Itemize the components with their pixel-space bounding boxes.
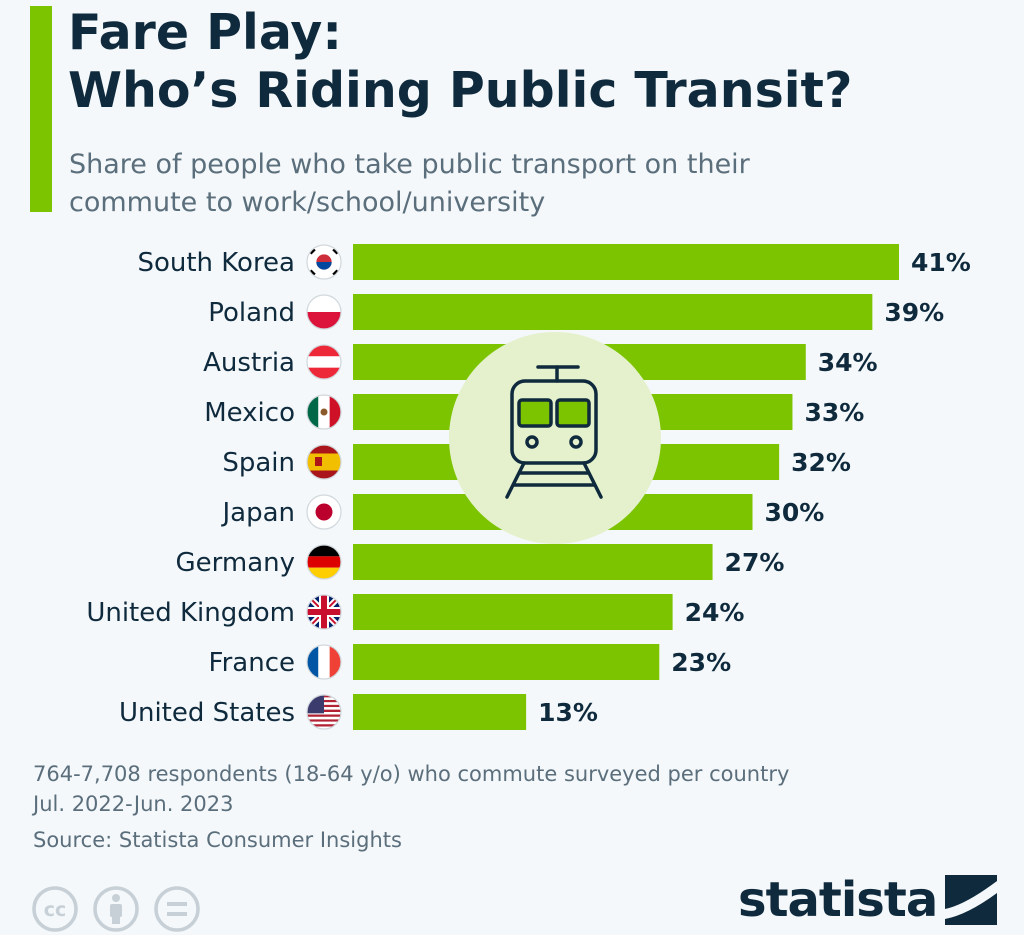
value-label: 27% xyxy=(725,548,785,577)
bar-chart: South Korea 41% Poland 39% Austria 34% Mexico 3… xyxy=(86,244,971,730)
value-label: 41% xyxy=(911,248,971,277)
flag-france-icon xyxy=(307,645,341,679)
bar xyxy=(353,294,873,330)
chart-title-line1: Fare Play: xyxy=(68,4,342,61)
source-link[interactable]: Source: Statista Consumer Insights xyxy=(33,828,402,852)
attribution-icon[interactable] xyxy=(93,886,139,932)
value-label: 23% xyxy=(671,648,731,677)
category-label: France xyxy=(209,648,295,678)
flag-united-kingdom-icon xyxy=(307,595,341,629)
flag-spain-icon xyxy=(307,445,341,479)
train-icon xyxy=(449,332,661,544)
license-icons: cc xyxy=(32,886,200,932)
chart-subtitle-line1: Share of people who take public transpor… xyxy=(69,149,750,180)
flag-united-states-icon xyxy=(307,695,341,729)
bar xyxy=(353,544,713,580)
flag-japan-icon xyxy=(307,495,341,529)
footnote-period: Jul. 2022-Jun. 2023 xyxy=(33,792,234,816)
category-label: Japan xyxy=(220,498,295,528)
chart-title-line2: Who’s Riding Public Transit? xyxy=(68,62,853,119)
flag-mexico-icon xyxy=(307,395,341,429)
statista-logo[interactable]: statista xyxy=(738,872,998,928)
chart-subtitle: Share of people who take public transpor… xyxy=(69,146,969,222)
bar xyxy=(353,244,899,280)
bar xyxy=(353,644,660,680)
category-label: United States xyxy=(119,698,295,728)
value-label: 34% xyxy=(818,348,878,377)
title-accent-bar xyxy=(30,6,52,212)
category-label: South Korea xyxy=(137,248,295,278)
flag-south-korea-icon xyxy=(307,245,341,279)
flag-austria-icon xyxy=(307,345,341,379)
no-derivatives-icon[interactable] xyxy=(154,886,200,932)
chart-subtitle-line2: commute to work/school/university xyxy=(69,187,546,218)
flag-germany-icon xyxy=(307,545,341,579)
svg-text:cc: cc xyxy=(44,899,67,921)
value-label: 13% xyxy=(538,698,598,727)
category-label: Poland xyxy=(208,298,295,328)
cc-icon[interactable]: cc xyxy=(32,886,78,932)
category-label: Spain xyxy=(222,448,295,478)
footnote-respondents: 764-7,708 respondents (18-64 y/o) who co… xyxy=(33,762,790,786)
category-label: Germany xyxy=(175,548,295,578)
category-label: United Kingdom xyxy=(86,598,295,628)
value-label: 32% xyxy=(791,448,851,477)
value-label: 24% xyxy=(685,598,745,627)
bar xyxy=(353,694,527,730)
brand-name: statista xyxy=(738,872,938,928)
category-label: Mexico xyxy=(204,398,295,428)
statista-logo-icon xyxy=(945,875,998,925)
value-label: 39% xyxy=(884,298,944,327)
bars-layer: South Korea 41% Poland 39% Austria 34% Mexico 3… xyxy=(86,244,971,730)
bar xyxy=(353,594,673,630)
category-label: Austria xyxy=(203,348,295,378)
flag-poland-icon xyxy=(307,295,341,329)
value-label: 30% xyxy=(765,498,825,527)
value-label: 33% xyxy=(804,398,864,427)
chart-title: Fare Play: Who’s Riding Public Transit? xyxy=(68,4,852,120)
